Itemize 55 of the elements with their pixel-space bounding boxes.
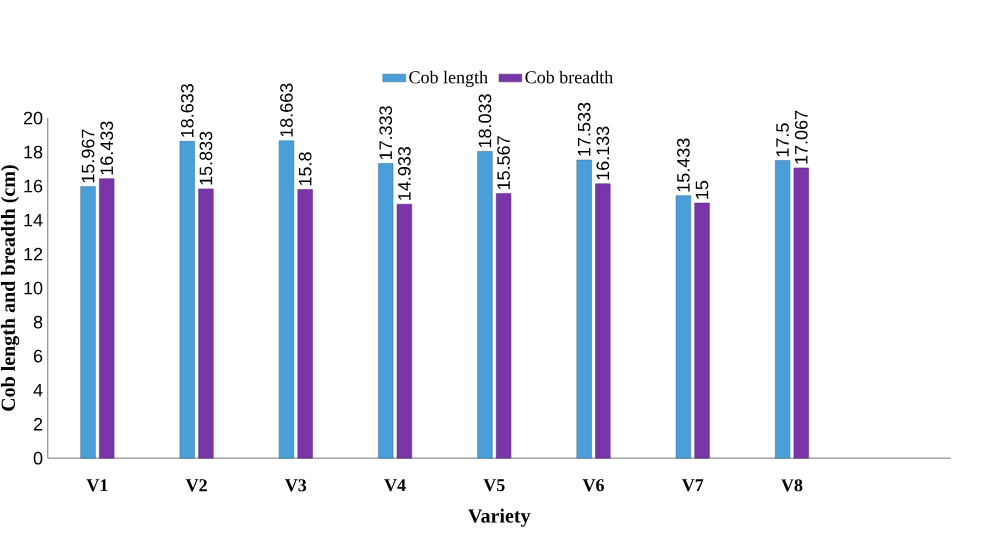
- x-tick-label: V2: [185, 479, 207, 492]
- y-tick-label: 2: [33, 417, 43, 431]
- data-label: 16.133: [596, 126, 610, 180]
- bar: [576, 159, 592, 459]
- x-tick-label: V3: [285, 479, 307, 492]
- data-label: 18.633: [180, 83, 194, 137]
- bar: [297, 189, 313, 459]
- x-tick-label: V4: [384, 479, 406, 492]
- bar: [396, 203, 412, 459]
- x-tick-label: V1: [86, 479, 108, 492]
- x-tick-label: V8: [781, 479, 803, 492]
- data-label: 15.567: [497, 136, 510, 190]
- bar: [793, 167, 809, 459]
- bar: [80, 186, 96, 459]
- data-label: 18.033: [478, 94, 492, 148]
- x-tick-label: V7: [681, 479, 704, 492]
- y-tick-label: 6: [33, 349, 43, 363]
- data-label: 17.5: [776, 123, 789, 157]
- data-label: 15.433: [677, 138, 690, 192]
- bar: [198, 188, 214, 459]
- bar: [278, 140, 295, 459]
- data-label: 15: [695, 180, 709, 199]
- x-axis-title: Variety: [468, 508, 531, 527]
- data-label: 17.533: [577, 102, 591, 156]
- y-tick-label: 18: [24, 145, 43, 159]
- y-axis-title: Cob length and breadth (cm): [0, 165, 20, 411]
- data-label: 16.433: [100, 121, 114, 175]
- legend-label: Cob breadth: [525, 70, 613, 84]
- y-tick-label: 12: [24, 247, 43, 261]
- x-tick-label: V5: [483, 479, 505, 492]
- y-tick-label: 20: [23, 111, 43, 125]
- data-label: 15.833: [199, 131, 213, 185]
- data-label: 17.333: [379, 106, 393, 159]
- legend-label: Cob length: [409, 70, 488, 88]
- data-label: 17.067: [794, 110, 808, 164]
- y-tick-label: 8: [33, 315, 43, 329]
- bar: [694, 202, 710, 459]
- data-label: 15.8: [298, 152, 312, 186]
- data-label: 14.933: [398, 146, 411, 200]
- data-label: 18.663: [280, 83, 293, 137]
- bar: [595, 183, 611, 459]
- y-tick-label: 4: [33, 383, 43, 397]
- bar: [775, 160, 791, 459]
- bar: [675, 195, 691, 459]
- bar: [179, 140, 195, 459]
- bar: [99, 178, 115, 459]
- y-tick-label: 16: [24, 179, 43, 193]
- y-tick-label: 14: [24, 213, 43, 227]
- x-tick-label: V6: [582, 479, 604, 492]
- data-label: 15.967: [81, 129, 95, 183]
- bar: [378, 163, 394, 459]
- bar: [477, 151, 493, 459]
- bar: [496, 193, 512, 459]
- y-tick-label: 0: [33, 451, 43, 465]
- y-tick-label: 10: [24, 281, 43, 295]
